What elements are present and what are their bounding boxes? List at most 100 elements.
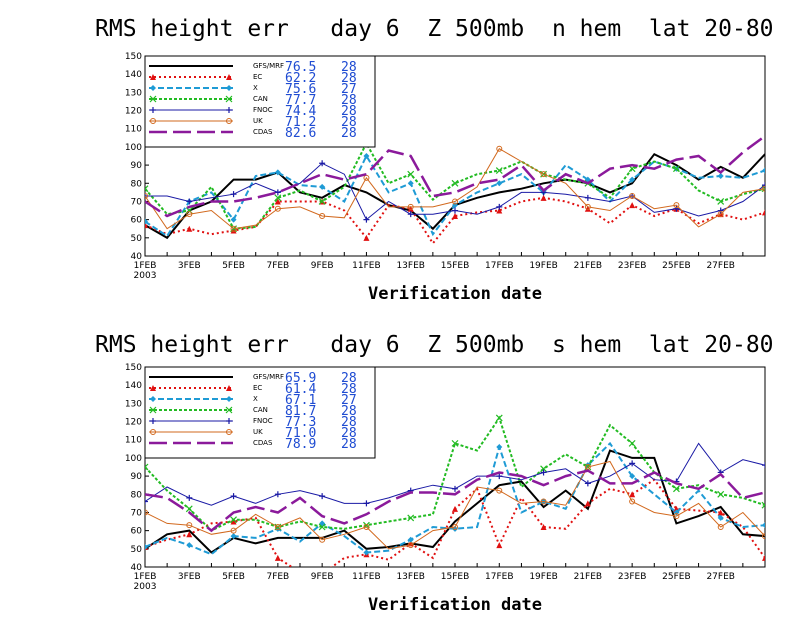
y-tick-label: 80 (131, 490, 143, 500)
series-line-uk (145, 460, 765, 550)
legend-name: GFS/MRF (253, 373, 284, 381)
data-point (274, 554, 281, 561)
data-point (762, 554, 765, 561)
data-point (762, 182, 765, 189)
data-point (762, 209, 765, 216)
y-tick-label: 110 (125, 125, 142, 135)
data-point (540, 524, 547, 530)
x-tick-label: 27FEB (706, 572, 735, 582)
data-point (319, 183, 326, 190)
legend-stat: 61.4 (285, 382, 316, 397)
legend-stat: 71.2 (285, 115, 316, 130)
x-tick-label: 13FEB (396, 572, 425, 582)
data-point (319, 493, 326, 500)
data-point (496, 180, 503, 187)
series-line-gfs-mrf (145, 449, 765, 554)
legend-stat: 77.7 (285, 93, 316, 108)
data-point (629, 202, 636, 209)
data-point (319, 160, 326, 167)
y-tick-label: 90 (131, 472, 143, 482)
data-point (186, 211, 193, 218)
legend-marker (150, 385, 156, 391)
legend-count: 28 (341, 404, 357, 419)
series-group (145, 414, 765, 567)
data-point (452, 485, 458, 492)
y-tick-label: 120 (125, 418, 142, 428)
data-point (145, 509, 148, 516)
data-point (629, 498, 636, 505)
data-point (407, 536, 414, 543)
data-point (230, 493, 237, 500)
y-tick-label: 100 (125, 454, 142, 464)
data-point (762, 522, 765, 529)
data-point (230, 516, 237, 524)
data-point (274, 524, 281, 530)
data-point (145, 185, 149, 193)
legend-marker (149, 406, 157, 414)
data-point (407, 211, 414, 218)
data-point (452, 505, 458, 512)
legend-count: 27 (341, 393, 357, 408)
data-point (186, 198, 193, 205)
data-point (363, 500, 370, 507)
y-tick-label: 90 (131, 161, 143, 171)
y-tick-label: 150 (125, 52, 142, 62)
x-tick-label: 23FEB (618, 261, 647, 271)
data-point (540, 465, 547, 473)
data-point (717, 211, 724, 218)
data-point (452, 207, 458, 214)
x-axis-label: Verification date (368, 284, 542, 304)
data-point (363, 153, 370, 159)
data-point (717, 198, 725, 205)
legend-marker (225, 406, 233, 414)
x-tick-label: 19FEB (529, 261, 558, 271)
x-tick-label: 25FEB (662, 572, 691, 582)
legend-count: 28 (341, 415, 357, 430)
data-point (496, 444, 503, 450)
y-tick-label: 60 (131, 216, 143, 226)
y-tick-label: 140 (125, 70, 142, 80)
legend-stat: 75.6 (285, 82, 316, 97)
y-tick-label: 100 (125, 143, 142, 153)
data-point (495, 167, 503, 174)
x-tick-label: 13FEB (396, 261, 425, 271)
legend-name: UK (253, 117, 263, 125)
legend-count: 28 (341, 382, 357, 397)
x-tick-label: 9FEB (311, 261, 334, 271)
series-line-x (145, 441, 765, 556)
data-point (185, 505, 193, 513)
data-point (407, 170, 415, 178)
y-tick-label: 110 (125, 436, 142, 446)
x-tick-label: 15FEB (441, 572, 470, 582)
data-point (363, 216, 370, 223)
x-tick-label: 17FEB (485, 261, 514, 271)
data-point (274, 205, 281, 212)
legend-name: FNOC (253, 106, 273, 114)
data-point (540, 469, 547, 476)
x-axis-label: Verification date (368, 595, 542, 615)
data-point (673, 513, 680, 520)
legend-name: GFS/MRF (253, 62, 284, 70)
legend-marker (150, 74, 156, 80)
data-point (717, 207, 724, 214)
x-tick-label: 5FEB (222, 572, 245, 582)
data-point (145, 544, 148, 550)
data-point (230, 225, 237, 232)
data-point (407, 180, 414, 187)
y-tick-label: 140 (125, 381, 142, 391)
data-point (540, 498, 547, 505)
data-point (230, 533, 237, 540)
legend-marker (226, 429, 232, 435)
legend-name: CAN (253, 95, 268, 103)
data-point (363, 524, 370, 530)
chart-title: RMS height err day 6 Z 500mb n hem lat 2… (95, 16, 774, 42)
legend-marker (150, 85, 156, 91)
data-point (496, 203, 503, 210)
legend-count: 28 (341, 93, 357, 108)
data-point (274, 189, 281, 196)
data-point (274, 194, 282, 202)
data-point (495, 414, 503, 422)
x-tick-label: 19FEB (529, 572, 558, 582)
series-group (145, 134, 765, 246)
